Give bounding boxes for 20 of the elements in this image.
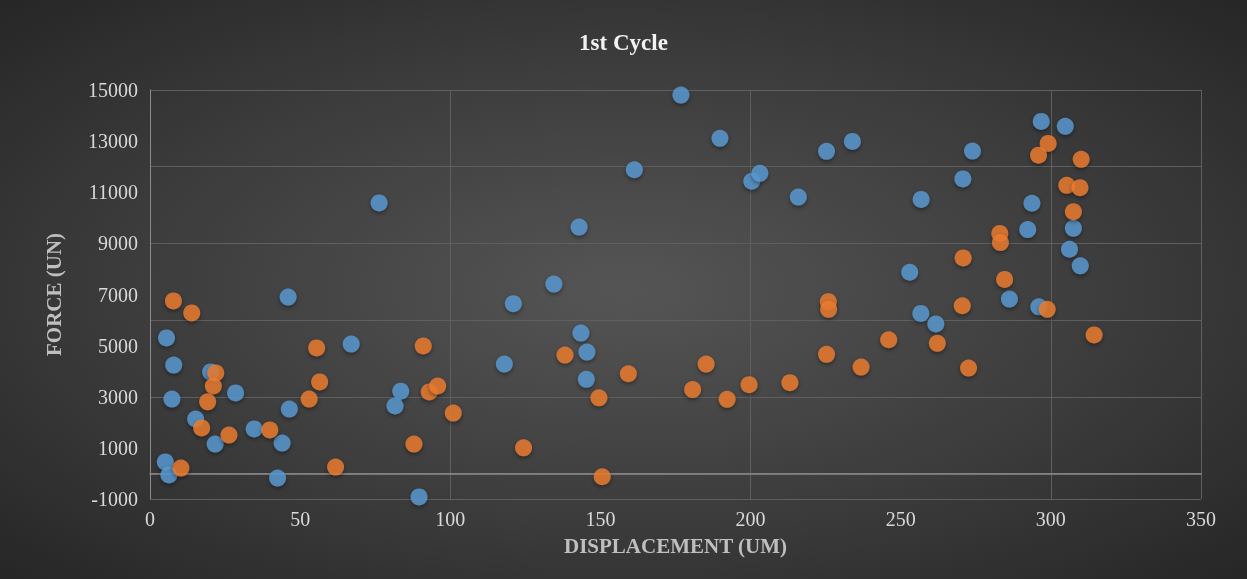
y-tick-label: 5000 <box>98 334 138 357</box>
x-tick-label: 100 <box>435 508 466 530</box>
y-tick-label: 11000 <box>88 181 138 204</box>
x-tick-label: 150 <box>585 508 616 530</box>
y-tick-label: 3000 <box>98 385 138 408</box>
x-tick-label: 0 <box>145 508 155 530</box>
y-tick-label: -1000 <box>91 488 138 510</box>
y-tick-label: 15000 <box>88 79 138 101</box>
x-tick-label: 300 <box>1035 508 1066 530</box>
x-tick-label: 350 <box>1186 508 1216 530</box>
x-tick-label: 50 <box>290 508 311 530</box>
y-tick-label: 9000 <box>98 232 138 255</box>
x-tick-label: 200 <box>735 508 766 530</box>
x-tick-label: 250 <box>885 508 916 530</box>
y-tick-label: 1000 <box>98 436 138 459</box>
y-tick-label: 7000 <box>98 283 138 306</box>
y-tick-label: 13000 <box>88 130 138 153</box>
y-axis-title: FORCE (UN) <box>41 232 66 357</box>
x-axis-title: DISPLACEMENT (UM) <box>563 533 788 558</box>
chart-title: 1st Cycle <box>579 30 668 55</box>
